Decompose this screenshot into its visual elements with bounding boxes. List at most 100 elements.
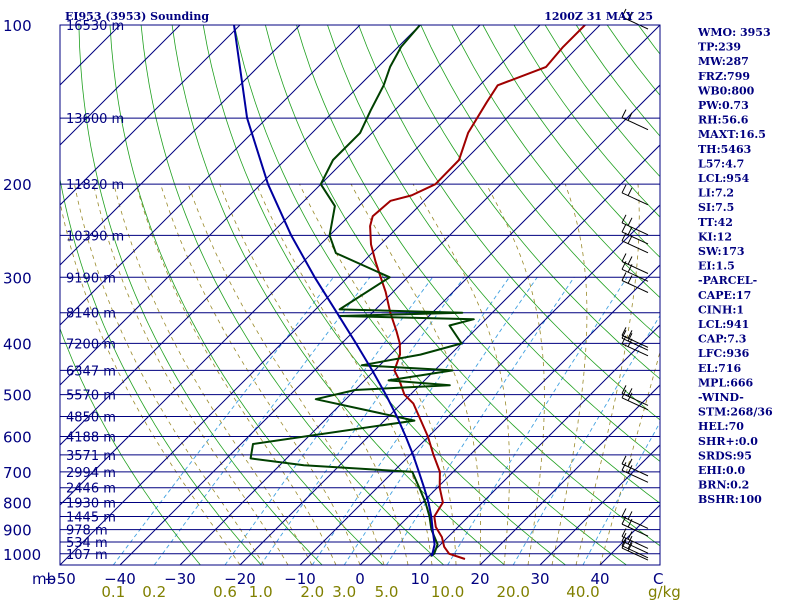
index-line: EHI:0.0 xyxy=(698,464,745,477)
index-line: EL:716 xyxy=(698,362,741,375)
index-line: CINH:1 xyxy=(698,303,744,316)
wind-barb xyxy=(621,327,649,348)
pressure-tick-label: 600 xyxy=(3,429,32,447)
height-label: 3571 m xyxy=(66,449,116,464)
station-title: EI953 (3953) Sounding xyxy=(65,10,209,23)
dry-adiabat-line xyxy=(389,25,660,380)
height-label: 4850 m xyxy=(66,411,116,426)
moist-adiabat-line xyxy=(350,184,481,565)
isotherm-line xyxy=(299,204,660,565)
mixing-ratio-label: 0.1 xyxy=(101,583,125,600)
isotherm-line xyxy=(60,25,601,565)
index-line: WMO: 3953 xyxy=(697,26,771,39)
temperature-tick-label: 0 xyxy=(355,570,365,588)
mixing-ratio-line xyxy=(582,421,660,565)
index-line: LFC:936 xyxy=(698,347,750,360)
index-line: SHR+:0.0 xyxy=(698,435,758,448)
height-label: 534 m xyxy=(66,536,108,551)
pressure-tick-labels: 100 200 300 400 500 600 700 800 900 1000 xyxy=(3,17,41,564)
index-line: -PARCEL- xyxy=(698,274,757,287)
wind-barb xyxy=(621,253,649,274)
mixing-ratio-line xyxy=(112,277,334,565)
wind-barb xyxy=(621,389,649,411)
temperature-tick-label: 10 xyxy=(410,570,429,588)
dry-adiabat-line xyxy=(358,25,660,421)
index-line: BSHR:100 xyxy=(698,493,762,506)
index-line: RH:56.6 xyxy=(698,114,749,127)
temperature-tick-label: −10 xyxy=(284,570,316,588)
index-line: LCL:954 xyxy=(698,172,750,185)
axis-temperature-unit: C xyxy=(653,570,663,588)
index-line: PW:0.73 xyxy=(698,99,749,112)
dewpoint-trace xyxy=(249,25,475,557)
index-line: L57:4.7 xyxy=(698,157,744,170)
axis-mixing-ratio-unit: g/kg xyxy=(648,583,681,600)
mixing-ratio-line xyxy=(153,277,371,565)
pressure-tick-label: 500 xyxy=(3,387,32,405)
wind-barb xyxy=(621,232,649,254)
isotherm-lines xyxy=(60,25,660,565)
wind-barb xyxy=(621,537,649,559)
index-line: LI:7.2 xyxy=(698,187,734,200)
mixing-ratio-labels: 0.1 0.2 0.6 1.0 2.0 3.0 5.0 10.0 20.0 40.0 xyxy=(101,583,599,600)
dry-adiabat-line xyxy=(60,327,201,565)
wind-barb xyxy=(621,335,649,357)
dry-adiabat-line xyxy=(265,25,660,547)
moist-adiabat-line xyxy=(60,200,241,565)
height-label: 5570 m xyxy=(66,389,116,404)
mixing-ratio-label: 10.0 xyxy=(431,583,464,600)
isotherm-line xyxy=(119,25,660,565)
mixing-ratio-label: 40.0 xyxy=(566,583,599,600)
index-line: EI:1.5 xyxy=(698,260,735,273)
dry-adiabat-line xyxy=(78,25,323,565)
index-line: HEL:70 xyxy=(698,420,744,433)
height-label: 7200 m xyxy=(66,337,116,352)
sounding-time: 1200Z 31 MAY 25 xyxy=(544,10,653,23)
index-line: TP:239 xyxy=(698,41,741,54)
mixing-ratio-label: 1.0 xyxy=(249,583,273,600)
index-line: BRN:0.2 xyxy=(698,479,749,492)
pressure-tick-label: 300 xyxy=(3,269,32,287)
wind-barb xyxy=(621,462,649,483)
index-line: CAPE:17 xyxy=(698,289,751,302)
isotherm-line xyxy=(179,84,660,565)
mixing-ratio-label: 2.0 xyxy=(300,583,324,600)
isotherm-line xyxy=(60,25,181,146)
height-label: 2446 m xyxy=(66,482,116,497)
wind-barb xyxy=(621,455,649,477)
dry-adiabat-line xyxy=(451,25,660,299)
wind-barb xyxy=(621,261,649,282)
isotherm-line xyxy=(539,444,660,565)
isotherm-line xyxy=(239,144,660,565)
height-label: 6347 m xyxy=(66,364,116,379)
wind-barb xyxy=(621,329,649,351)
height-label: 978 m xyxy=(66,524,108,539)
isotherm-line xyxy=(419,324,660,565)
temperature-tick-label: 20 xyxy=(470,570,489,588)
isotherm-line xyxy=(60,25,301,266)
moist-adiabat-line xyxy=(485,184,545,565)
index-line: MAXT:16.5 xyxy=(698,128,766,141)
height-label: 9190 m xyxy=(66,271,116,286)
isotherm-line xyxy=(60,25,481,446)
dry-adiabat-line xyxy=(420,25,660,339)
pressure-tick-label: 100 xyxy=(3,17,32,35)
axis-pressure-unit: mb xyxy=(32,570,56,588)
pressure-tick-label: 1000 xyxy=(3,546,41,564)
temperature-tick-label: −40 xyxy=(104,570,136,588)
temperature-tick-labels: −50 −40 −30 −20 −10 0 10 20 30 40 xyxy=(44,570,609,588)
height-label: 11820 m xyxy=(66,178,124,193)
index-line: -WIND- xyxy=(698,391,744,404)
height-labels: 16530 m 13600 m 11820 m 10390 m 9190 m 8140 m… xyxy=(66,19,124,563)
pressure-tick-label: 400 xyxy=(3,335,32,353)
temperature-tick-label: −30 xyxy=(164,570,196,588)
wind-barbs xyxy=(621,8,649,561)
index-line: LCL:941 xyxy=(698,318,749,331)
height-label: 1445 m xyxy=(66,511,116,526)
wind-barb xyxy=(621,515,649,537)
dry-adiabat-line xyxy=(60,176,262,565)
mixing-ratio-label: 20.0 xyxy=(496,583,529,600)
index-line: STM:268/36 xyxy=(698,406,773,419)
